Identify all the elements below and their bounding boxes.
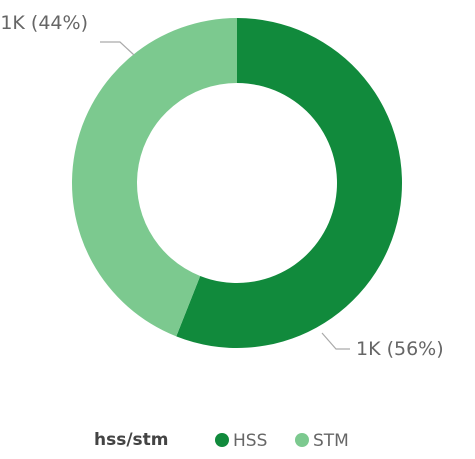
legend-title: hss/stm [94, 430, 169, 450]
data-label: 1K (56%) [356, 338, 444, 360]
legend-swatch [295, 433, 309, 447]
donut-slice [72, 18, 238, 337]
legend-label: STM [313, 431, 349, 451]
legend-label: HSS [233, 431, 267, 451]
leader-line [100, 41, 135, 56]
leader-line [321, 332, 350, 350]
donut-slice [176, 18, 403, 348]
legend-swatch [215, 433, 229, 447]
data-label: 1K (44%) [0, 12, 88, 34]
